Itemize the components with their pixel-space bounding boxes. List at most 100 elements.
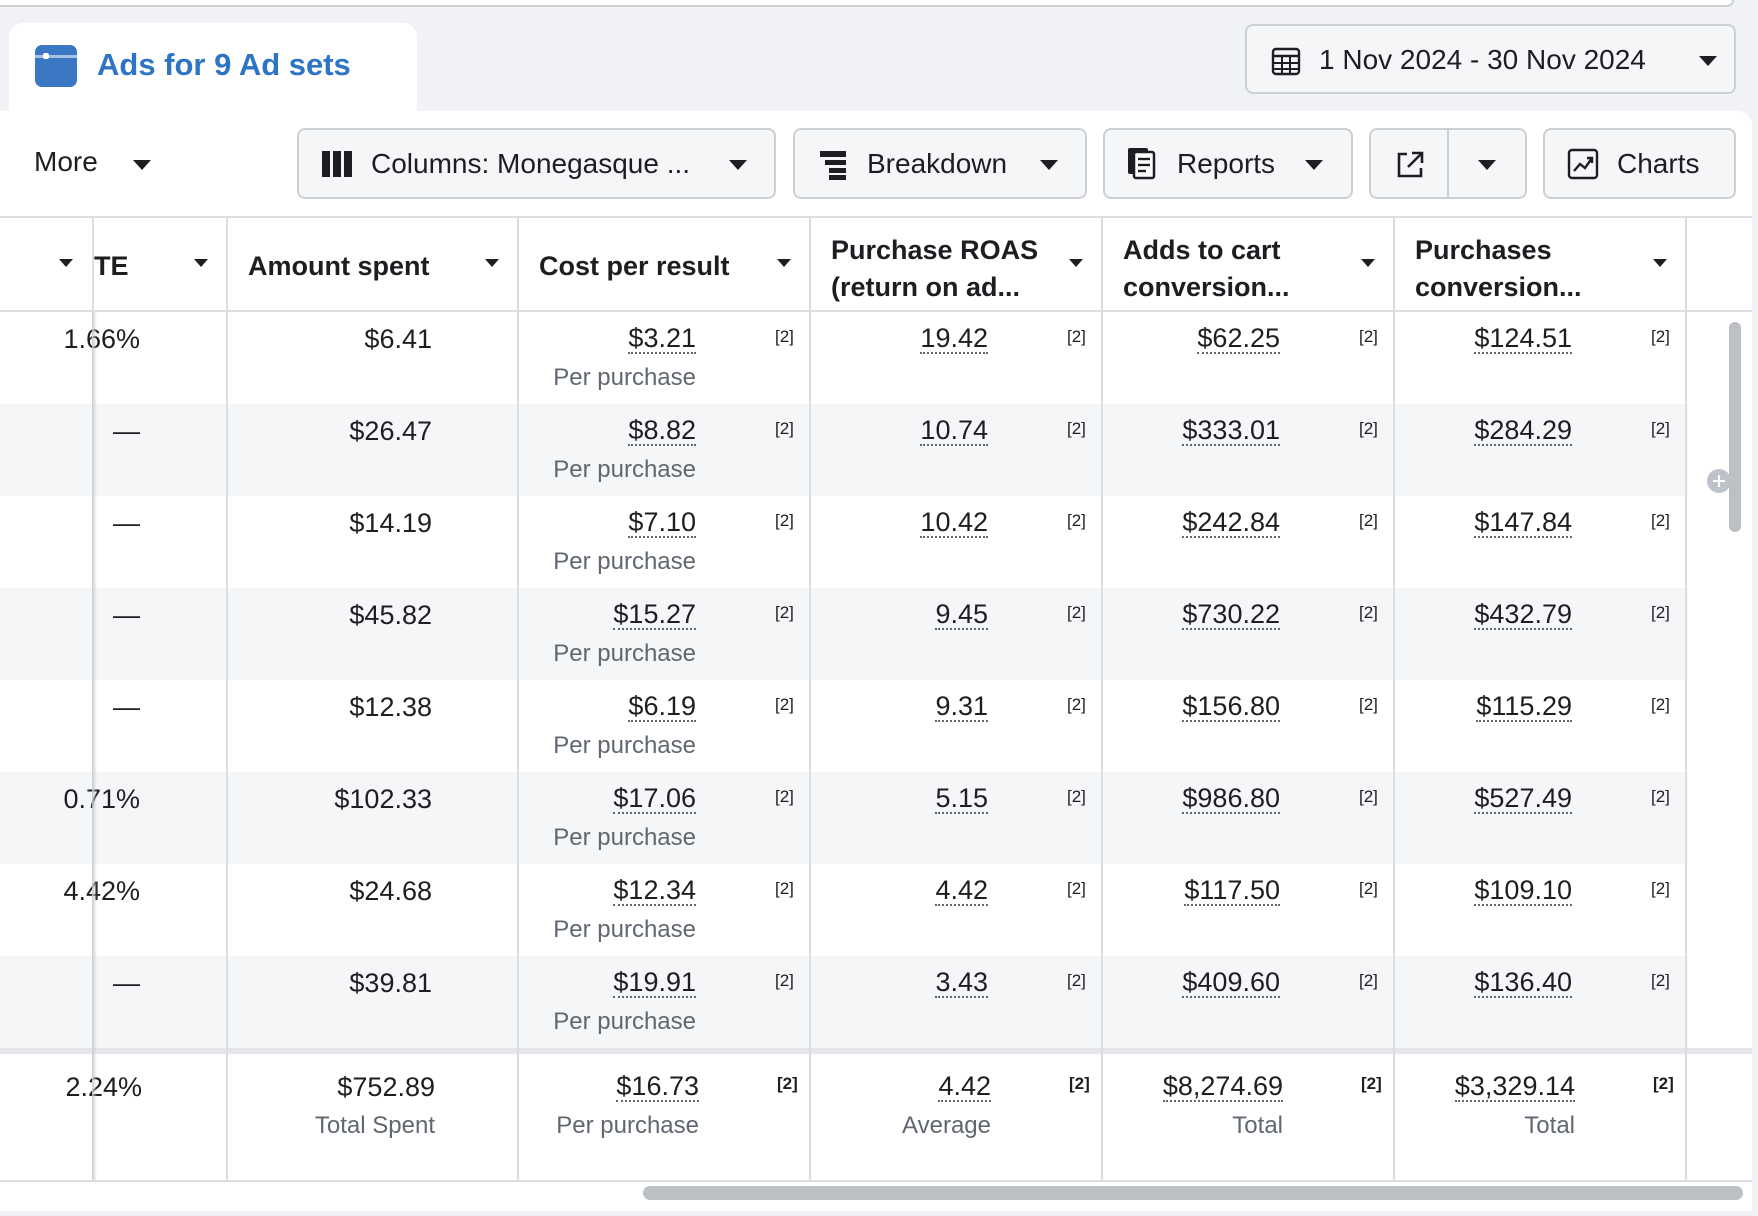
cell-cost-per-result-label: Per purchase: [553, 824, 696, 851]
table-row[interactable]: 0.71% $102.33 $17.06 [2] Per purchase 5.15 [2]…: [0, 772, 1688, 864]
cell-rate: —: [113, 508, 140, 538]
footnote-marker: [2]: [1361, 1074, 1382, 1093]
chevron-down-icon: [729, 160, 747, 170]
cell-adds-to-cart[interactable]: $117.50: [1184, 875, 1280, 906]
cell-amount-spent: $14.19: [349, 508, 432, 538]
date-range-label: 1 Nov 2024 - 30 Nov 2024: [1319, 44, 1646, 75]
cell-purchases-conversion[interactable]: $115.29: [1476, 691, 1572, 722]
cell-purchase-roas[interactable]: 3.43: [935, 967, 988, 998]
cell-purchases-conversion[interactable]: $147.84: [1474, 507, 1572, 538]
cell-cost-per-result[interactable]: $7.10: [628, 507, 696, 538]
column-header-purchases-conversion[interactable]: Purchases conversion...: [1395, 218, 1687, 312]
table-row[interactable]: — $39.81 $19.91 [2] Per purchase 3.43 [2] $409.…: [0, 956, 1688, 1048]
cell-cost-per-result[interactable]: $6.19: [628, 691, 696, 722]
column-header-label: Purchase ROAS (return on ad...: [831, 235, 1039, 302]
external-link-icon: [1397, 151, 1424, 178]
footnote-marker: [2]: [775, 511, 794, 530]
table-row[interactable]: 4.42% $24.68 $12.34 [2] Per purchase 4.42 [2] $…: [0, 864, 1688, 956]
table-row[interactable]: — $45.82 $15.27 [2] Per purchase 9.45 [2] $730.…: [0, 588, 1688, 680]
total-amount-spent-label: Total Spent: [314, 1112, 435, 1139]
export-button[interactable]: [1371, 130, 1449, 197]
cell-adds-to-cart[interactable]: $156.80: [1182, 691, 1280, 722]
more-button[interactable]: More: [34, 146, 151, 178]
cell-purchases-conversion[interactable]: $109.10: [1474, 875, 1572, 906]
cell-cost-per-result[interactable]: $15.27: [613, 599, 696, 630]
cell-purchase-roas[interactable]: 4.42: [935, 875, 988, 906]
breakdown-button[interactable]: Breakdown: [793, 128, 1087, 199]
cell-cost-per-result-label: Per purchase: [553, 732, 696, 759]
cell-purchase-roas[interactable]: 9.31: [935, 691, 988, 722]
cell-purchase-roas[interactable]: 9.45: [935, 599, 988, 630]
sort-caret-icon: [194, 259, 208, 267]
cell-purchases-conversion[interactable]: $136.40: [1474, 967, 1572, 998]
cell-adds-to-cart[interactable]: $242.84: [1182, 507, 1280, 538]
table-row[interactable]: — $12.38 $6.19 [2] Per purchase 9.31 [2] $156.8…: [0, 680, 1688, 772]
footnote-marker: [2]: [1359, 419, 1378, 438]
cell-cost-per-result[interactable]: $12.34: [613, 875, 696, 906]
charts-button[interactable]: Charts: [1543, 128, 1736, 199]
sort-caret-icon: [485, 259, 499, 267]
footnote-marker: [2]: [1651, 511, 1670, 530]
sort-caret-icon: [1069, 259, 1083, 267]
footnote-marker: [2]: [775, 787, 794, 806]
reports-button[interactable]: Reports: [1103, 128, 1353, 199]
cell-purchase-roas[interactable]: 10.42: [920, 507, 988, 538]
date-range-picker[interactable]: 1 Nov 2024 - 30 Nov 2024: [1245, 24, 1736, 94]
tab-ads[interactable]: Ads for 9 Ad sets: [9, 23, 417, 119]
column-header-clipped[interactable]: [0, 218, 94, 312]
column-divider: [1685, 312, 1687, 1180]
total-cost-per-result[interactable]: $16.73: [616, 1071, 699, 1102]
table-row[interactable]: — $26.47 $8.82 [2] Per purchase 10.74 [2] $333.…: [0, 404, 1688, 496]
cell-purchase-roas[interactable]: 19.42: [920, 323, 988, 354]
footnote-marker: [2]: [1067, 695, 1086, 714]
footnote-marker: [2]: [1067, 603, 1086, 622]
columns-button[interactable]: Columns: Monegasque ...: [297, 128, 776, 199]
total-adds-to-cart[interactable]: $8,274.69: [1162, 1071, 1283, 1102]
column-header-amount-spent[interactable]: Amount spent: [228, 218, 519, 312]
column-header-label: Amount spent: [248, 251, 430, 281]
footnote-marker: [2]: [1067, 511, 1086, 530]
sort-caret-icon: [1653, 259, 1667, 267]
cell-adds-to-cart[interactable]: $409.60: [1182, 967, 1280, 998]
column-header-rate[interactable]: TE: [94, 218, 228, 312]
total-purchases-conversion[interactable]: $3,329.14: [1454, 1071, 1575, 1102]
columns-label: Columns: Monegasque ...: [371, 148, 691, 179]
cell-cost-per-result[interactable]: $17.06: [613, 783, 696, 814]
cell-purchase-roas[interactable]: 10.74: [920, 415, 988, 446]
cell-purchases-conversion[interactable]: $124.51: [1474, 323, 1572, 354]
cell-amount-spent: $102.33: [334, 784, 432, 814]
table-row[interactable]: — $14.19 $7.10 [2] Per purchase 10.42 [2] $242.…: [0, 496, 1688, 588]
cell-purchases-conversion[interactable]: $432.79: [1474, 599, 1572, 630]
table-bottom-border: [0, 1180, 1752, 1182]
cell-cost-per-result[interactable]: $8.82: [628, 415, 696, 446]
cell-adds-to-cart[interactable]: $333.01: [1182, 415, 1280, 446]
footnote-marker: [2]: [1067, 327, 1086, 346]
cell-cost-per-result[interactable]: $19.91: [613, 967, 696, 998]
cell-purchase-roas[interactable]: 5.15: [935, 783, 988, 814]
column-header-purchase-roas[interactable]: Purchase ROAS (return on ad...: [811, 218, 1103, 312]
chart-line-icon: [1567, 148, 1599, 180]
cell-adds-to-cart[interactable]: $62.25: [1197, 323, 1280, 354]
footnote-marker: [2]: [777, 1074, 798, 1093]
add-column-icon[interactable]: [1707, 469, 1731, 493]
cell-adds-to-cart[interactable]: $730.22: [1182, 599, 1280, 630]
chevron-down-icon: [1305, 160, 1323, 170]
table-row[interactable]: 1.66% $6.41 $3.21 [2] Per purchase 19.42 [2] $6…: [0, 312, 1688, 404]
column-header-cost-per-result[interactable]: Cost per result: [519, 218, 811, 312]
column-header-adds-to-cart[interactable]: Adds to cart conversion...: [1103, 218, 1395, 312]
cell-rate: 4.42%: [63, 876, 140, 906]
vertical-scrollbar[interactable]: [1729, 322, 1741, 532]
calendar-icon: [1271, 47, 1301, 76]
footnote-marker: [2]: [1651, 787, 1670, 806]
cell-adds-to-cart[interactable]: $986.80: [1182, 783, 1280, 814]
cell-purchases-conversion[interactable]: $284.29: [1474, 415, 1572, 446]
total-purchase-roas[interactable]: 4.42: [938, 1071, 991, 1102]
cell-cost-per-result-label: Per purchase: [553, 456, 696, 483]
cell-cost-per-result[interactable]: $3.21: [628, 323, 696, 354]
horizontal-scrollbar[interactable]: [643, 1186, 1743, 1200]
export-dropdown-button[interactable]: [1449, 130, 1525, 197]
ads-window-icon: [35, 45, 77, 87]
totals-separator: [0, 1048, 1752, 1054]
cell-purchases-conversion[interactable]: $527.49: [1474, 783, 1572, 814]
table-header: TE Amount spent Cost per result Purchase…: [0, 216, 1752, 493]
